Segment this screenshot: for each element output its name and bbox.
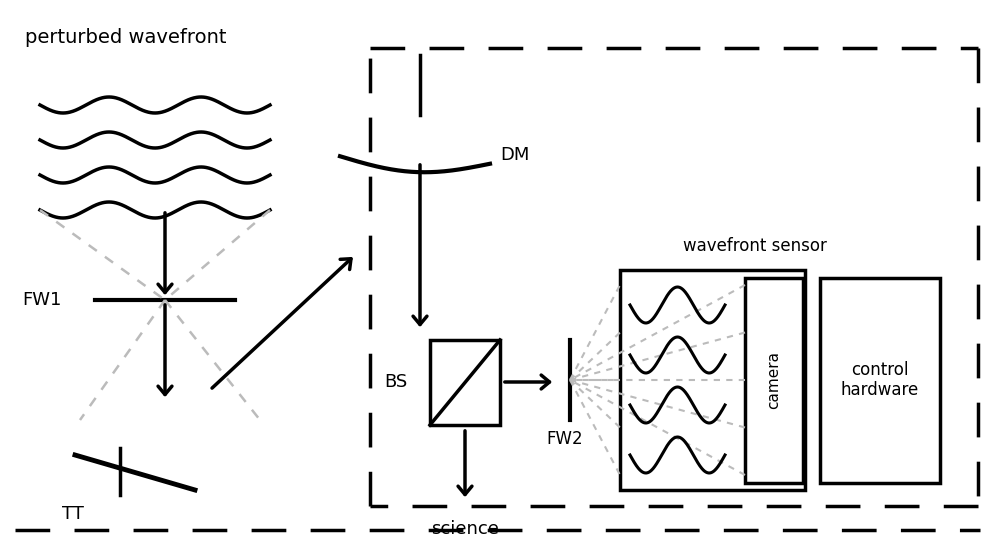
Bar <box>745 278 803 483</box>
Text: DM: DM <box>500 146 529 164</box>
Bar <box>620 270 805 490</box>
Text: control
hardware: control hardware <box>841 361 919 399</box>
Text: FW2: FW2 <box>547 430 583 448</box>
Text: TT: TT <box>62 505 84 523</box>
Text: camera: camera <box>767 351 782 409</box>
Text: perturbed wavefront: perturbed wavefront <box>25 28 226 47</box>
Bar <box>430 340 500 425</box>
Text: BS: BS <box>385 373 408 391</box>
Text: FW1: FW1 <box>22 291 61 309</box>
Text: science: science <box>431 520 499 538</box>
Text: wavefront sensor: wavefront sensor <box>683 237 827 255</box>
Bar <box>820 278 940 483</box>
